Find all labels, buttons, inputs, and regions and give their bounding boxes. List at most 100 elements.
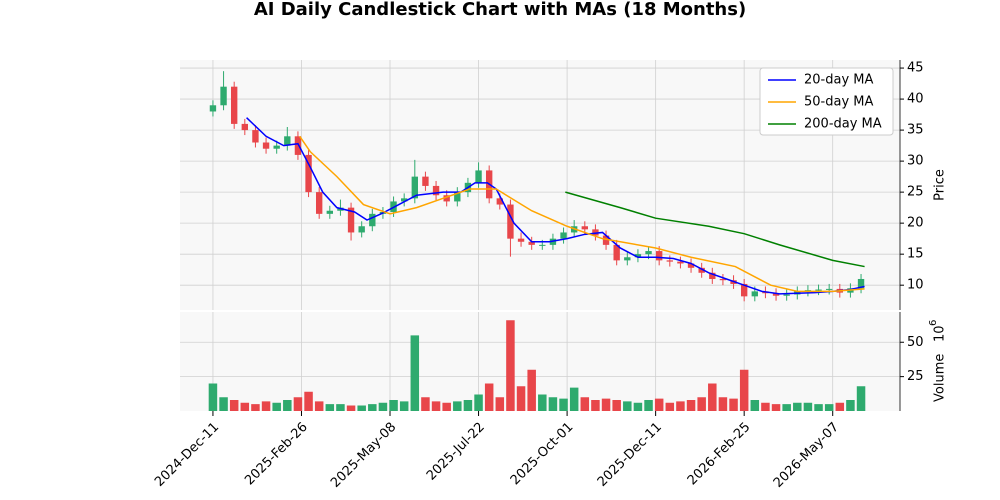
candle-body — [709, 272, 716, 279]
volume-bar — [527, 369, 536, 411]
candle-body — [655, 251, 663, 261]
candle-body — [613, 244, 620, 261]
candle-body — [209, 105, 217, 112]
x-tick-label: 2025-Oct-01 — [508, 420, 576, 488]
volume-bar — [793, 402, 802, 411]
volume-bar — [559, 398, 568, 411]
volume-bar — [453, 401, 462, 411]
volume-bar — [591, 400, 600, 411]
volume-bar — [569, 387, 579, 411]
candle-body — [220, 86, 227, 106]
volume-bar — [399, 401, 409, 411]
volume-bar — [421, 397, 430, 411]
volume-bar — [623, 401, 632, 411]
candle-body — [358, 226, 365, 233]
volume-bar — [272, 402, 281, 411]
volume-bar — [325, 404, 335, 411]
candle-body — [507, 204, 514, 239]
y-tick-label: 40 — [907, 92, 924, 107]
y-tick-label: 45 — [907, 61, 924, 76]
volume-bar — [644, 400, 653, 411]
candle-body — [326, 210, 333, 214]
y-tick-label: 20 — [907, 216, 924, 231]
volume-bar — [346, 405, 356, 411]
volume-bar — [612, 400, 621, 411]
volume-bar — [814, 404, 823, 411]
volume-bar — [208, 383, 218, 411]
candle-body — [687, 263, 695, 268]
candle-body — [528, 241, 535, 245]
candle-body — [400, 198, 408, 202]
x-tick-label: 2025-Jul-22 — [424, 420, 488, 484]
candle-body — [645, 251, 652, 255]
y-tick-label: 15 — [907, 247, 924, 262]
volume-bar — [761, 402, 770, 411]
candle-body — [539, 244, 546, 246]
volume-bar — [219, 397, 228, 411]
y-tick-label: 30 — [907, 154, 924, 169]
volume-bar — [389, 400, 398, 411]
candle-body — [624, 257, 631, 261]
volume-bar — [495, 397, 505, 411]
candle-body — [454, 192, 461, 202]
y-tick-label: 35 — [907, 123, 924, 138]
candle-body — [273, 145, 280, 149]
volume-bar — [283, 400, 292, 411]
volume-bar — [240, 402, 250, 411]
volume-bar — [484, 383, 494, 411]
candle-body — [305, 154, 312, 193]
volume-bar — [633, 402, 643, 411]
candle-body — [772, 293, 780, 296]
volume-bar — [431, 401, 441, 411]
x-tick-label: 2025-Dec-11 — [595, 420, 665, 490]
candle-body — [666, 260, 673, 262]
legend-label: 50-day MA — [804, 95, 873, 110]
candle-body — [560, 232, 567, 239]
candle-body — [347, 207, 355, 233]
chart-title: AI Daily Candlestick Chart with MAs (18 … — [254, 0, 746, 20]
candle-body — [602, 235, 610, 245]
candle-body — [432, 185, 440, 196]
volume-bar — [251, 404, 260, 411]
volume-bar — [506, 320, 515, 411]
legend-box — [759, 67, 894, 136]
candle-body — [369, 213, 376, 227]
volume-bar — [803, 402, 813, 411]
volume-bar — [474, 394, 483, 411]
volume-label: Volume — [933, 354, 948, 402]
volume-bar — [824, 404, 834, 411]
volume-axis-label: Volume 10 6 — [928, 320, 948, 402]
volume-bar — [771, 404, 781, 411]
candle-body — [422, 176, 429, 186]
volume-exponent: 6 — [928, 320, 939, 326]
volume-bar — [442, 402, 451, 411]
volume-bar — [750, 400, 760, 411]
y-tick-label: 10 — [907, 278, 924, 293]
volume-bar — [538, 394, 547, 411]
candle-body — [262, 142, 270, 149]
candle-body — [230, 86, 238, 124]
candle-body — [698, 267, 705, 273]
ma-line — [246, 117, 865, 295]
volume-bar — [516, 386, 526, 411]
volume-bar — [601, 398, 611, 411]
volume-bar — [336, 404, 345, 411]
legend-label: 20-day MA — [804, 73, 873, 88]
candle-body — [581, 226, 588, 230]
volume-bar — [368, 404, 377, 411]
volume-bar — [378, 402, 388, 411]
volume-bar — [548, 397, 558, 411]
volume-bar — [835, 402, 845, 411]
candle-body — [815, 289, 822, 291]
volume-bar — [654, 398, 664, 411]
candle-body — [294, 136, 302, 155]
volume-bar — [314, 401, 324, 411]
volume-multiplier: 10 — [933, 325, 948, 342]
candle-body — [475, 170, 482, 183]
volume-bar — [739, 369, 749, 411]
volume-bar — [410, 335, 420, 411]
x-tick-label: 2024-Dec-11 — [152, 420, 222, 490]
ma-line — [565, 191, 865, 268]
volume-bar — [697, 397, 706, 411]
